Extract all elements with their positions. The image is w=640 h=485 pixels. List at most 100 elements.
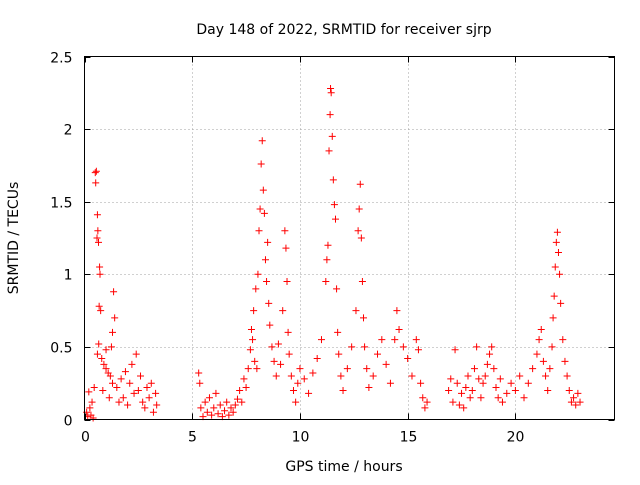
data-point [246,346,254,354]
data-point [99,386,107,394]
data-point [567,398,575,406]
data-point [553,228,561,236]
data-point [227,404,235,412]
data-point [445,386,453,394]
data-point [252,285,260,293]
data-point [89,414,97,422]
data-point [265,299,273,307]
data-point [559,336,567,344]
y-tick-label: 0 [64,414,73,430]
data-point [449,398,457,406]
data-point [225,411,233,419]
data-point [233,395,241,403]
data-point [539,357,547,365]
x-tick-label: 15 [400,430,418,446]
data-point [285,350,293,358]
data-point [327,84,335,92]
data-point [92,167,100,175]
data-point [551,263,559,271]
data-point [451,346,459,354]
data-point [357,234,365,242]
x-axis-label: GPS time / hours [285,459,402,475]
data-point [322,278,330,286]
data-point [238,398,246,406]
data-point [417,379,425,387]
data-point [572,401,580,409]
data-point [212,389,220,397]
data-point [247,325,255,333]
data-point [453,379,461,387]
data-point [423,398,431,406]
data-point [88,398,96,406]
data-point [458,389,466,397]
data-point [263,278,271,286]
data-point [477,394,485,402]
data-point [130,389,138,397]
data-point [253,365,261,373]
data-point [137,372,145,380]
data-point [479,379,487,387]
data-point [218,413,226,421]
data-point [305,389,313,397]
data-point [419,394,427,402]
data-point [544,386,552,394]
data-point [414,346,422,354]
data-point [507,379,515,387]
data-point [576,398,584,406]
data-point [97,307,105,315]
data-point [565,386,573,394]
data-point [90,384,98,392]
data-point [464,372,472,380]
data-point [549,314,557,322]
data-point [343,365,351,373]
data-point [294,379,302,387]
data-point [378,336,386,344]
data-point [486,350,494,358]
data-point [548,343,556,351]
data-point [360,314,368,322]
data-point [143,384,151,392]
data-point [393,307,401,315]
data-point [139,398,147,406]
data-point [92,179,100,187]
data-point [115,398,123,406]
data-point [124,401,132,409]
data-point [447,375,455,383]
data-point [313,355,321,363]
data-point [268,343,276,351]
data-point [117,375,125,383]
data-point [149,408,157,416]
data-point [205,394,213,402]
data-point [277,360,285,368]
data-point [100,360,108,368]
data-point [323,256,331,264]
data-point [279,307,287,315]
data-point [309,369,317,377]
data-point [386,379,394,387]
data-point [334,328,342,336]
data-point [93,350,101,358]
data-point [412,336,420,344]
data-point [236,386,244,394]
data-point [259,186,267,194]
data-point [257,160,265,168]
data-point [113,384,121,392]
data-point [107,343,115,351]
data-point [258,137,266,145]
data-point [119,394,127,402]
data-point [329,176,337,184]
data-point [421,404,429,412]
data-point [537,325,545,333]
y-tick-label: 2 [64,123,73,139]
data-point [201,398,209,406]
data-point [221,407,229,415]
data-point [256,205,264,213]
data-point [462,384,470,392]
data-point [466,394,474,402]
data-point [473,343,481,351]
y-axis-label: SRMTID / TECUs [6,182,22,295]
data-point [106,372,114,380]
data-point [470,365,478,373]
